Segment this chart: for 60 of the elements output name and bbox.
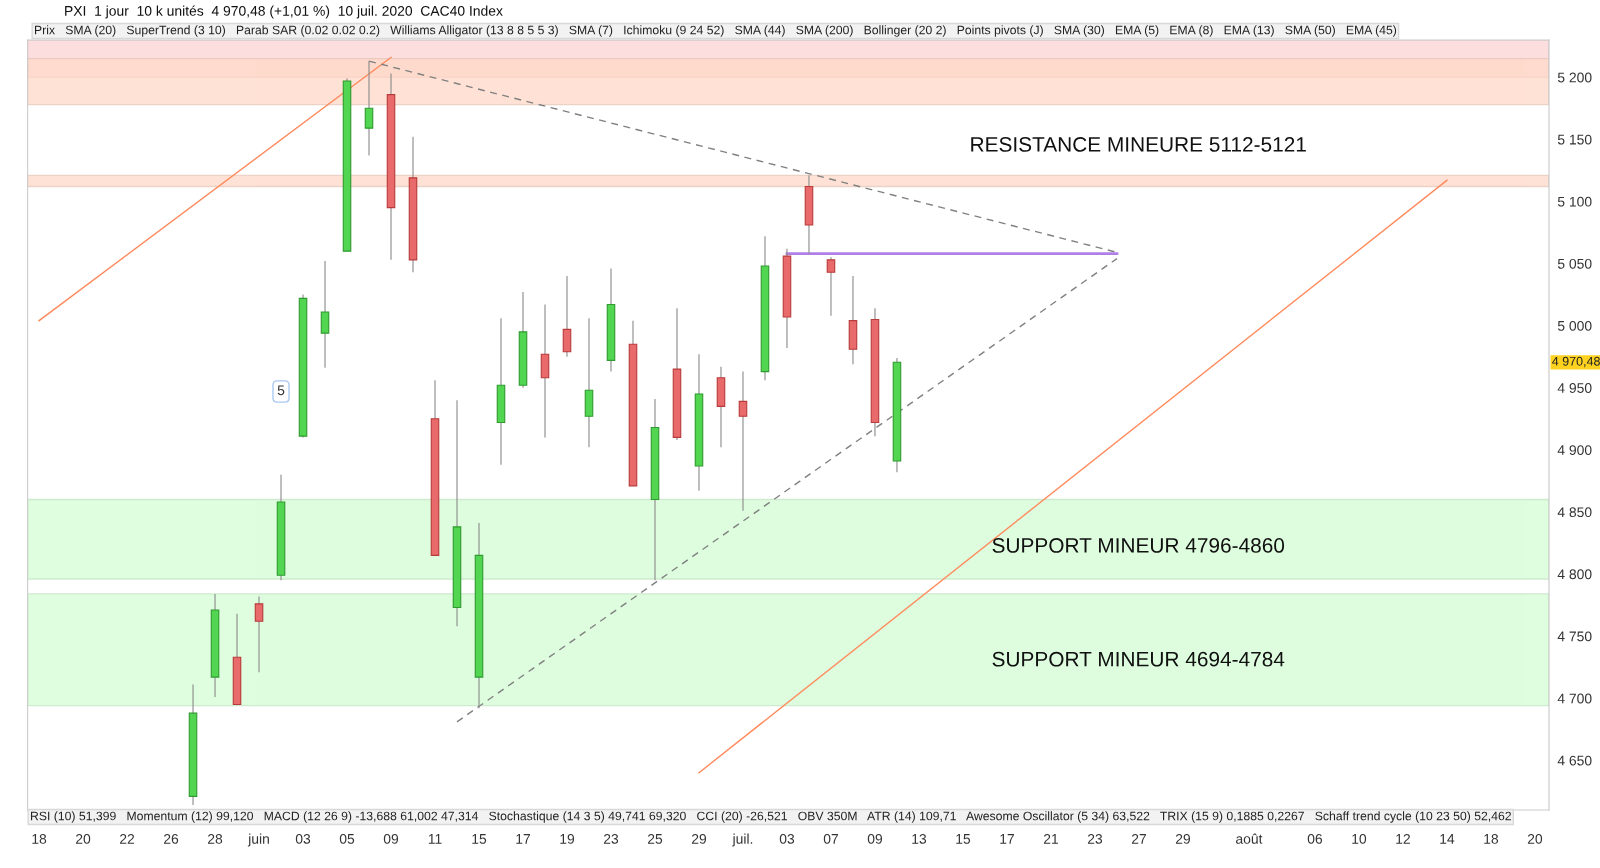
y-tick-label: 5 050 xyxy=(1557,258,1592,269)
candlestick xyxy=(826,256,836,317)
x-tick-label: 03 xyxy=(779,833,795,844)
x-tick-label: 22 xyxy=(120,833,135,844)
x-tick-label: 13 xyxy=(912,833,927,844)
x-tick-label: août xyxy=(1236,833,1263,844)
x-tick-label: 23 xyxy=(603,833,619,844)
y-tick-label: 4 700 xyxy=(1557,693,1592,704)
x-tick-label: juin xyxy=(247,833,269,847)
chart-title: PXI 1 jour 10 k unités 4 970,48 (+1,01 %) 10 juil. 2020 CAC40 Index xyxy=(65,5,503,19)
y-tick-label: 4 850 xyxy=(1557,507,1592,518)
x-tick-label: 17 xyxy=(1000,834,1014,844)
x-tick-label: 18 xyxy=(1484,833,1499,844)
x-tick-label: juil. xyxy=(732,833,753,847)
y-tick-label: 5 000 xyxy=(1557,320,1592,331)
x-tick-label: 25 xyxy=(647,833,663,844)
y-tick-label: 5 100 xyxy=(1557,196,1592,207)
candlestick xyxy=(562,275,572,358)
text: RSI (10) 51,399 Momentum (12) 99,120 MACD (12 26 9) -13,688 61,002 47,314 Stochastique (14 3 5) 49,741 69,320 CCI (20) -26,521 OBV 350M ATR (14) 109,71 Awesome Oscillator (5 34) 63,522 TRIX (15 9) 0,1885 0,2267 Schaff trend cycle (10 23 50) 52,462 xyxy=(31,811,1511,823)
band-label: SUPPORT MINEUR 4796-4860 xyxy=(992,538,1285,553)
x-tick-label: 21 xyxy=(1043,833,1059,844)
candlestick xyxy=(320,260,330,369)
x-tick-label: 17 xyxy=(516,834,531,844)
x-tick-label: 29 xyxy=(1175,833,1191,844)
x-tick-label: 15 xyxy=(956,834,971,844)
candlestick xyxy=(540,303,550,438)
x-tick-label: 09 xyxy=(383,833,399,844)
annotation: 5 xyxy=(277,385,285,396)
x-tick-label: 19 xyxy=(560,833,575,844)
x-tick-label: 10 xyxy=(1352,833,1367,844)
x-tick-label: 11 xyxy=(428,834,442,844)
candlestick xyxy=(738,371,748,512)
y-tick-label: 4 800 xyxy=(1557,569,1592,580)
band-label: SUPPORT MINEUR 4694-4784 xyxy=(992,651,1285,667)
x-tick-label: 29 xyxy=(691,833,707,844)
band-label: RESISTANCE MINEURE 5112-5121 xyxy=(971,137,1306,152)
text: 4 970,48 xyxy=(1552,356,1600,368)
y-tick-label: 4 650 xyxy=(1557,755,1592,766)
x-tick-label: 15 xyxy=(472,834,487,844)
x-tick-label: 20 xyxy=(76,833,91,844)
x-tick-label: 23 xyxy=(1087,833,1103,844)
y-tick-label: 5 200 xyxy=(1557,72,1592,83)
x-tick-label: 06 xyxy=(1307,833,1323,844)
x-tick-label: 18 xyxy=(32,833,47,844)
x-tick-label: 05 xyxy=(339,833,355,844)
candlestick xyxy=(254,595,264,673)
y-tick-label: 4 950 xyxy=(1557,383,1592,393)
x-tick-label: 03 xyxy=(295,833,311,844)
x-tick-label: 14 xyxy=(1440,834,1455,844)
y-tick-label: 5 150 xyxy=(1557,134,1592,145)
x-tick-label: 12 xyxy=(1396,833,1410,844)
x-tick-label: 20 xyxy=(1527,833,1543,844)
text: Prix SMA (20) SuperTrend (3 10) Parab SAR (0.02 0.02 0.2) Williams Alligator (13 8 8 5 5 3) SMA (7) Ichimoku (9 24 52) SMA (44) SMA (200) Bollinger (20 2) Points pivots (J) SMA (30) EMA (5) EMA (8) EMA (13) SMA (50) EMA (45) xyxy=(35,25,1397,37)
x-tick-label: 07 xyxy=(823,833,838,844)
x-tick-label: 09 xyxy=(867,833,883,844)
y-tick-label: 4 900 xyxy=(1557,445,1592,456)
x-tick-label: 28 xyxy=(208,833,223,844)
x-tick-label: 26 xyxy=(164,833,179,844)
y-tick-label: 4 750 xyxy=(1557,631,1592,642)
x-tick-label: 27 xyxy=(1131,833,1146,844)
